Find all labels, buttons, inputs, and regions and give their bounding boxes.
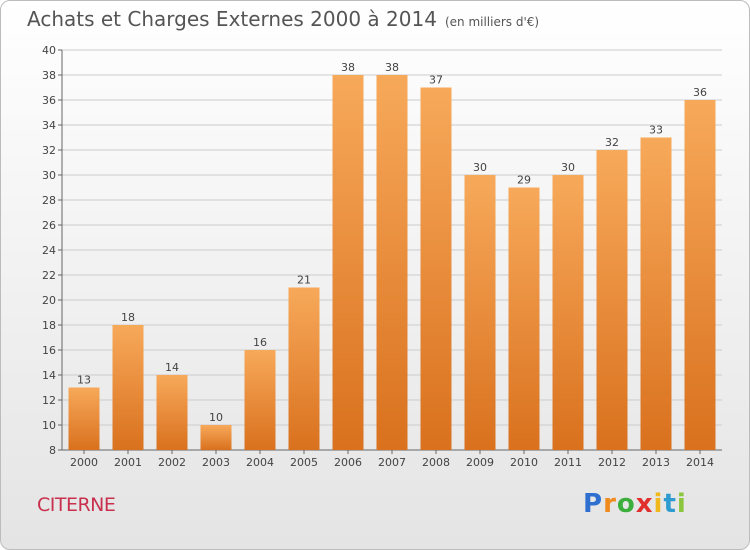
- y-tick-label: 30: [42, 169, 56, 182]
- bar: [156, 375, 188, 450]
- logo-letter: P: [583, 489, 604, 519]
- y-tick-label: 10: [42, 419, 56, 432]
- bar: [684, 100, 716, 450]
- x-tick-label: 2008: [422, 456, 450, 469]
- proxiti-logo: Proxiti: [583, 489, 687, 519]
- bar-value-label: 32: [605, 136, 619, 149]
- logo-letter: i: [676, 489, 687, 519]
- y-tick-label: 16: [42, 344, 56, 357]
- bars: [68, 75, 716, 450]
- y-tick-label: 24: [42, 244, 56, 257]
- logo-letter: t: [663, 489, 677, 519]
- bar-value-label: 36: [693, 86, 707, 99]
- bar-value-label: 30: [561, 161, 575, 174]
- x-tick-label: 2004: [246, 456, 274, 469]
- bar-value-label: 38: [385, 61, 399, 74]
- bar: [640, 137, 672, 450]
- bar: [552, 175, 584, 450]
- y-tick-label: 8: [49, 444, 56, 457]
- bar-value-label: 30: [473, 161, 487, 174]
- y-tick-label: 26: [42, 219, 56, 232]
- y-tick-label: 28: [42, 194, 56, 207]
- y-tick-label: 32: [42, 144, 56, 157]
- data-labels: 13 18 14 10 16 21 38 38 37 30 29 30 32 33 36: [77, 61, 707, 424]
- x-tick-label: 2009: [466, 456, 494, 469]
- bar: [200, 425, 232, 450]
- x-tick-label: 2007: [378, 456, 406, 469]
- logo-letter: o: [616, 489, 636, 519]
- x-tick-label: 2005: [290, 456, 318, 469]
- bar-value-label: 10: [209, 411, 223, 424]
- bar: [420, 87, 452, 450]
- bar: [288, 287, 320, 450]
- commune-name: CITERNE: [37, 494, 116, 516]
- bar-value-label: 33: [649, 124, 663, 137]
- x-tick-label: 2000: [70, 456, 98, 469]
- x-tick-label: 2010: [510, 456, 538, 469]
- x-tick-label: 2011: [554, 456, 582, 469]
- x-tick-label: 2003: [202, 456, 230, 469]
- bar: [68, 387, 100, 450]
- y-tick-label: 34: [42, 119, 56, 132]
- y-tick-label: 40: [42, 44, 56, 57]
- bar: [112, 325, 144, 450]
- bar: [508, 187, 540, 450]
- x-tick-label: 2001: [114, 456, 142, 469]
- bar-value-label: 29: [517, 174, 531, 187]
- y-tick-label: 20: [42, 294, 56, 307]
- bar-value-label: 14: [165, 361, 179, 374]
- x-tick-label: 2006: [334, 456, 362, 469]
- y-tick-label: 22: [42, 269, 56, 282]
- y-tick-label: 38: [42, 69, 56, 82]
- y-tick-label: 18: [42, 319, 56, 332]
- x-tick-label: 2012: [598, 456, 626, 469]
- bar-value-label: 13: [77, 374, 91, 387]
- bar-value-label: 38: [341, 61, 355, 74]
- bar-value-label: 16: [253, 336, 267, 349]
- bar: [376, 75, 408, 450]
- bar: [596, 150, 628, 450]
- bar: [332, 75, 364, 450]
- logo-letter: x: [635, 489, 654, 519]
- x-tick-label: 2002: [158, 456, 186, 469]
- bar-value-label: 21: [297, 274, 311, 287]
- x-tick-label: 2013: [642, 456, 670, 469]
- x-tick-label: 2014: [686, 456, 714, 469]
- y-tick-label: 12: [42, 394, 56, 407]
- title-text: Achats et Charges Externes 2000 à 2014: [27, 7, 437, 31]
- bar-value-label: 18: [121, 311, 135, 324]
- bar: [464, 175, 496, 450]
- chart-subtitle: (en milliers d'€): [444, 15, 540, 29]
- axes: 8 10 12 14 16 18 20 22 24 26 28 30 32 34 36 38 40 2000 200…: [42, 44, 722, 469]
- logo-letter: r: [603, 489, 617, 519]
- y-tick-label: 36: [42, 94, 56, 107]
- y-tick-label: 14: [42, 369, 56, 382]
- chart-title: Achats et Charges Externes 2000 à 2014 (e…: [27, 7, 539, 31]
- bar: [244, 350, 276, 450]
- bar-value-label: 37: [429, 74, 443, 87]
- logo-letter: i: [653, 489, 664, 519]
